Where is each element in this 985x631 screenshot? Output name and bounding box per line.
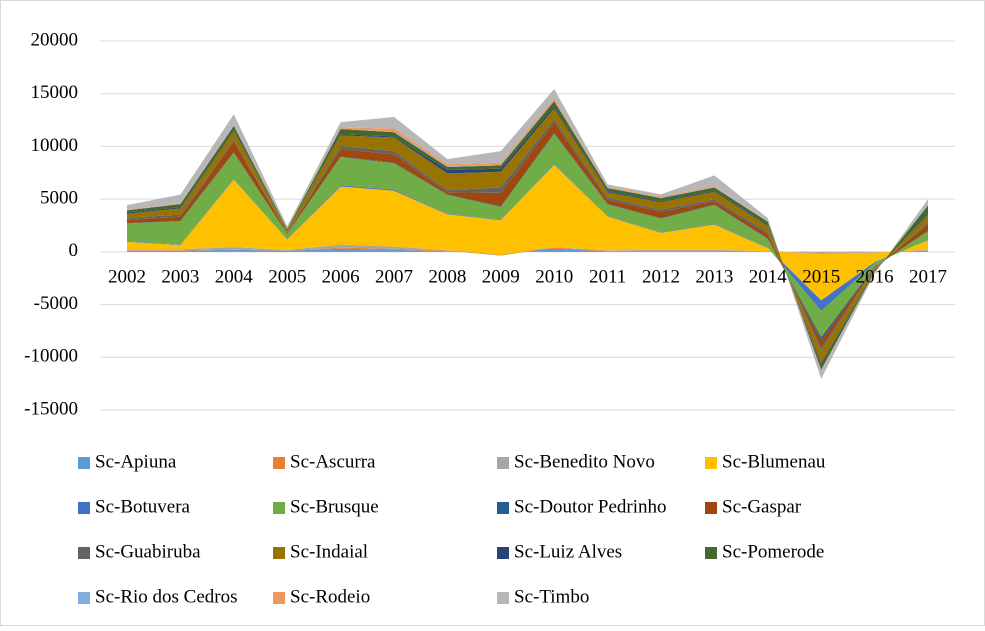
y-tick-label: -5000 <box>34 293 78 314</box>
legend-label: Sc-Botuvera <box>95 496 191 517</box>
y-tick-label: 20000 <box>31 29 79 50</box>
x-tick-label: 2013 <box>695 266 733 287</box>
area <box>127 133 928 338</box>
area <box>127 122 928 348</box>
x-tick-label: 2016 <box>856 266 894 287</box>
legend-label: Sc-Doutor Pedrinho <box>514 496 667 517</box>
legend-label: Sc-Benedito Novo <box>514 451 655 472</box>
x-tick-label: 2014 <box>749 266 788 287</box>
legend-label: Sc-Blumenau <box>722 451 826 472</box>
legend-label: Sc-Ascurra <box>290 451 376 472</box>
legend-swatch <box>497 547 509 559</box>
legend-swatch <box>78 547 90 559</box>
y-tick-label: -10000 <box>24 346 78 367</box>
x-tick-label: 2017 <box>909 266 947 287</box>
x-tick-label: 2010 <box>535 266 573 287</box>
legend-label: Sc-Brusque <box>290 496 379 517</box>
x-tick-label: 2011 <box>589 266 626 287</box>
legend-label: Sc-Rodeio <box>290 586 370 607</box>
legend-swatch <box>497 592 509 604</box>
area <box>127 244 928 256</box>
legend-swatch <box>273 457 285 469</box>
x-tick-label: 2005 <box>268 266 306 287</box>
x-tick-label: 2002 <box>108 266 146 287</box>
x-tick-label: 2003 <box>161 266 199 287</box>
y-tick-label: 0 <box>69 240 79 261</box>
legend-swatch <box>273 592 285 604</box>
x-tick-label: 2007 <box>375 266 413 287</box>
legend-label: Sc-Timbo <box>514 586 589 607</box>
legend-swatch <box>273 547 285 559</box>
legend-swatch <box>705 547 717 559</box>
legend-swatch <box>78 457 90 469</box>
legend-swatch <box>497 457 509 469</box>
legend-label: Sc-Apiuna <box>95 451 177 472</box>
legend-swatch <box>705 457 717 469</box>
x-tick-label: 2012 <box>642 266 680 287</box>
legend-swatch <box>497 502 509 514</box>
x-tick-label: 2006 <box>322 266 360 287</box>
legend-label: Sc-Indaial <box>290 541 368 562</box>
legend-swatch <box>78 592 90 604</box>
x-tick-label: 2004 <box>215 266 254 287</box>
legend-label: Sc-Gaspar <box>722 496 802 517</box>
legend-label: Sc-Guabiruba <box>95 541 201 562</box>
legend-label: Sc-Rio dos Cedros <box>95 586 238 607</box>
legend-swatch <box>705 502 717 514</box>
x-tick-label: 2008 <box>428 266 466 287</box>
y-tick-label: 5000 <box>40 188 78 209</box>
x-tick-label: 2015 <box>802 266 840 287</box>
y-tick-label: 10000 <box>31 135 79 156</box>
legend-swatch <box>273 502 285 514</box>
legend-label: Sc-Pomerode <box>722 541 824 562</box>
y-tick-label: -15000 <box>24 398 78 419</box>
legend-swatch <box>78 502 90 514</box>
legend-label: Sc-Luiz Alves <box>514 541 622 562</box>
area <box>127 164 928 301</box>
x-tick-label: 2009 <box>482 266 520 287</box>
y-tick-label: 15000 <box>31 82 79 103</box>
